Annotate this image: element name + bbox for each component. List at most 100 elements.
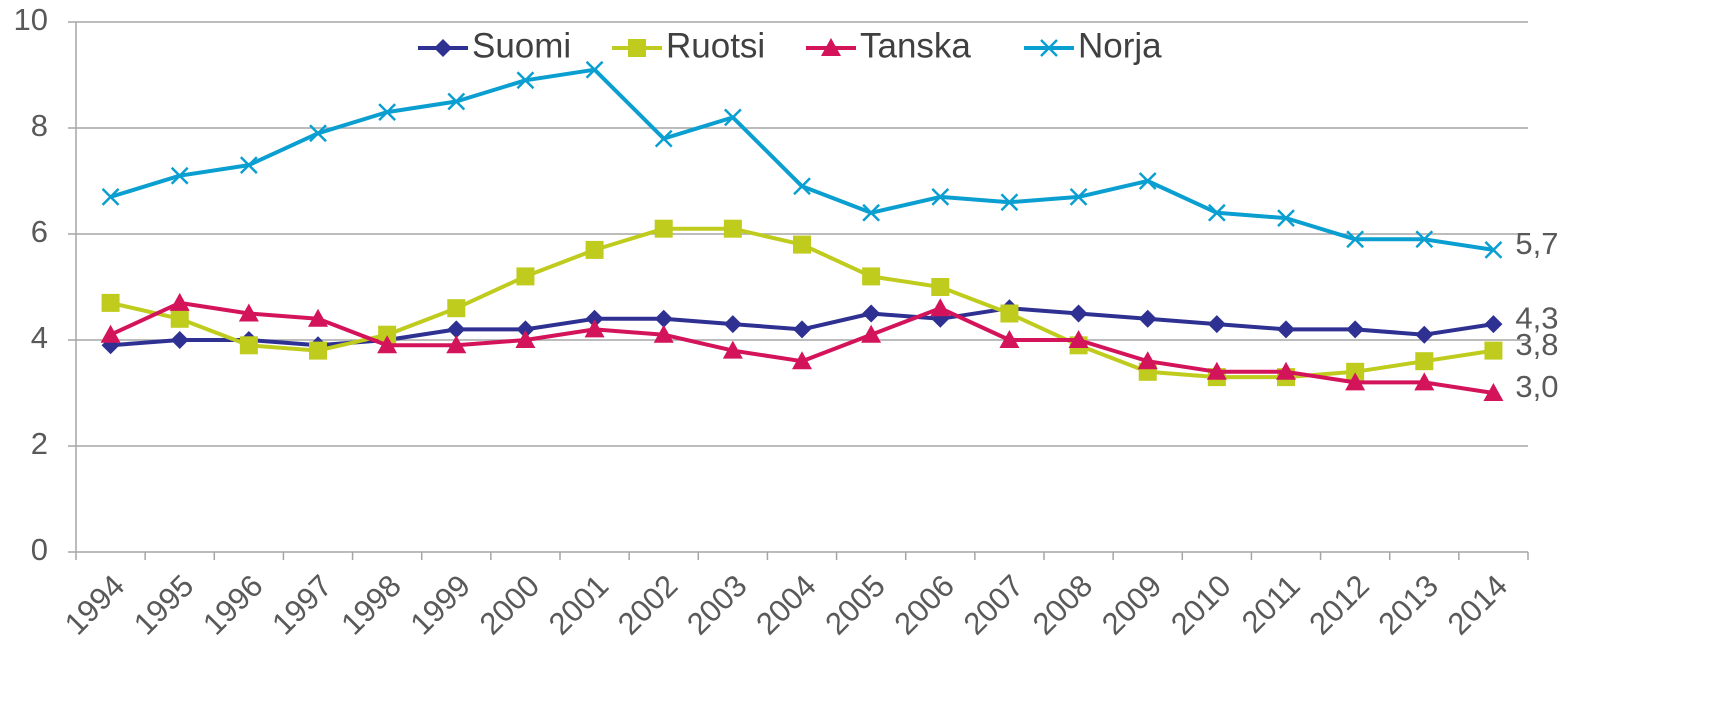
marker xyxy=(1415,325,1434,344)
marker xyxy=(1415,352,1434,371)
marker xyxy=(1137,351,1158,370)
marker xyxy=(862,267,881,286)
marker xyxy=(1276,361,1296,380)
x-tick-label: 1999 xyxy=(404,568,478,642)
marker xyxy=(793,320,811,339)
x-tick-label: 2007 xyxy=(957,568,1031,642)
marker xyxy=(100,324,121,343)
marker xyxy=(723,219,742,238)
marker xyxy=(239,336,258,355)
x-tick-label: 1995 xyxy=(127,568,201,642)
marker xyxy=(1345,372,1366,391)
marker xyxy=(585,60,604,79)
x-tick-label: 2014 xyxy=(1441,568,1515,642)
marker xyxy=(999,330,1020,348)
marker xyxy=(170,331,189,349)
marker xyxy=(861,324,882,343)
marker xyxy=(930,298,951,317)
marker xyxy=(793,235,811,254)
marker xyxy=(238,303,259,322)
y-tick-label: 8 xyxy=(31,108,48,143)
marker xyxy=(1138,172,1157,190)
marker xyxy=(1068,330,1089,348)
y-tick-label: 6 xyxy=(31,214,48,249)
marker xyxy=(239,156,258,174)
x-tick-label: 2012 xyxy=(1302,568,1376,642)
marker xyxy=(170,166,189,185)
y-tick-label: 4 xyxy=(31,320,48,355)
marker xyxy=(654,219,673,238)
marker xyxy=(101,188,120,206)
legend: Suomi Ruotsi Tanska Norja xyxy=(418,26,1162,65)
marker xyxy=(862,304,881,323)
x-tick-label: 2005 xyxy=(818,568,892,642)
marker xyxy=(1484,341,1503,360)
marker xyxy=(447,299,466,318)
marker xyxy=(516,267,535,286)
marker xyxy=(309,124,327,143)
marker xyxy=(1000,304,1019,323)
marker xyxy=(1346,320,1365,339)
marker xyxy=(584,319,605,338)
marker xyxy=(1207,203,1226,222)
marker xyxy=(446,335,467,354)
marker xyxy=(723,315,742,334)
x-tick-label: 2004 xyxy=(749,568,823,642)
x-tick-label: 2011 xyxy=(1235,568,1307,640)
marker xyxy=(1069,304,1088,323)
marker xyxy=(1206,361,1227,380)
legend-label: Ruotsi xyxy=(666,26,765,65)
marker xyxy=(378,103,397,121)
marker xyxy=(1415,230,1434,249)
marker xyxy=(515,330,536,348)
marker xyxy=(1484,315,1503,334)
marker xyxy=(308,308,328,327)
marker xyxy=(1207,315,1226,334)
marker xyxy=(654,309,673,328)
x-tick-label: 2010 xyxy=(1164,568,1238,642)
x-tick-label: 2001 xyxy=(542,568,616,642)
marker xyxy=(516,320,535,339)
marker xyxy=(377,335,398,354)
x-tick-label: 2003 xyxy=(680,568,754,642)
y-tick-label: 0 xyxy=(31,532,48,567)
marker xyxy=(101,293,120,312)
marker xyxy=(1346,362,1365,381)
marker xyxy=(1483,383,1504,401)
marker xyxy=(793,177,811,196)
marker xyxy=(931,278,950,296)
marker xyxy=(1069,188,1088,206)
marker xyxy=(653,324,674,343)
marker xyxy=(309,341,327,360)
x-tick-label: 2009 xyxy=(1095,568,1169,642)
data-label: 3,8 xyxy=(1515,327,1558,362)
marker xyxy=(1346,230,1365,249)
marker xyxy=(1040,39,1058,57)
marker xyxy=(447,92,466,111)
y-tick-label: 2 xyxy=(31,426,48,461)
legend-label: Norja xyxy=(1078,26,1162,65)
data-label: 3,0 xyxy=(1515,369,1558,404)
legend-label: Tanska xyxy=(860,26,971,65)
legend-label: Suomi xyxy=(472,26,571,65)
marker xyxy=(1277,209,1295,227)
x-tick-label: 1997 xyxy=(265,568,339,642)
marker xyxy=(722,340,743,359)
marker xyxy=(434,39,452,57)
marker xyxy=(585,309,604,328)
marker xyxy=(821,38,841,56)
marker xyxy=(447,320,466,339)
marker xyxy=(1484,241,1503,259)
marker xyxy=(516,71,535,90)
marker xyxy=(723,108,742,127)
x-tick-label: 2002 xyxy=(611,568,685,642)
y-tick-label: 10 xyxy=(14,2,48,37)
marker xyxy=(170,309,189,328)
x-tick-label: 1998 xyxy=(334,568,408,642)
marker xyxy=(654,129,673,148)
x-tick-label: 2008 xyxy=(1026,568,1100,642)
marker xyxy=(1138,309,1157,328)
marker xyxy=(1414,372,1435,391)
marker xyxy=(169,292,190,311)
